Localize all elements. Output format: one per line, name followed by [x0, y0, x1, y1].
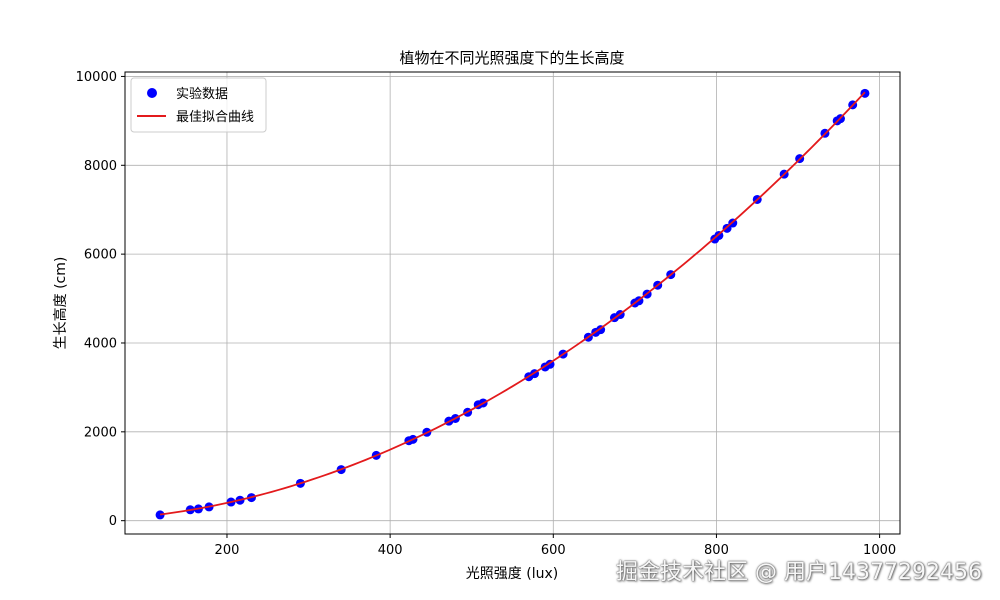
- legend-label-line: 最佳拟合曲线: [176, 110, 254, 125]
- x-tick-label: 1000: [863, 543, 896, 558]
- x-tick-label: 200: [215, 543, 240, 558]
- y-tick-label: 4000: [84, 336, 117, 351]
- grid-layer: [125, 72, 900, 534]
- x-tick-label: 800: [704, 543, 729, 558]
- y-tick-label: 8000: [84, 159, 117, 174]
- fit-curve-line: [159, 91, 866, 516]
- y-tick-label: 10000: [76, 70, 117, 85]
- chart-title: 植物在不同光照强度下的生长高度: [399, 49, 624, 67]
- legend-label-scatter: 实验数据: [176, 86, 228, 102]
- x-tick-label: 600: [541, 543, 566, 558]
- y-tick-label: 0: [109, 514, 117, 529]
- y-tick-label: 2000: [84, 425, 117, 440]
- legend: 实验数据 最佳拟合曲线: [130, 77, 267, 133]
- plot-frame: [124, 71, 901, 535]
- y-axis-label: 生长高度 (cm): [52, 257, 69, 350]
- series-layer: [155, 88, 870, 520]
- legend-box: [130, 77, 267, 133]
- legend-marker-scatter: [147, 88, 157, 98]
- y-tick-label: 6000: [84, 248, 117, 263]
- x-axis-label: 光照强度 (lux): [466, 566, 558, 582]
- x-tick-label: 400: [378, 543, 403, 558]
- data-point: [155, 510, 165, 520]
- watermark: 掘金技术社区 @ 用户14377292456: [616, 560, 982, 585]
